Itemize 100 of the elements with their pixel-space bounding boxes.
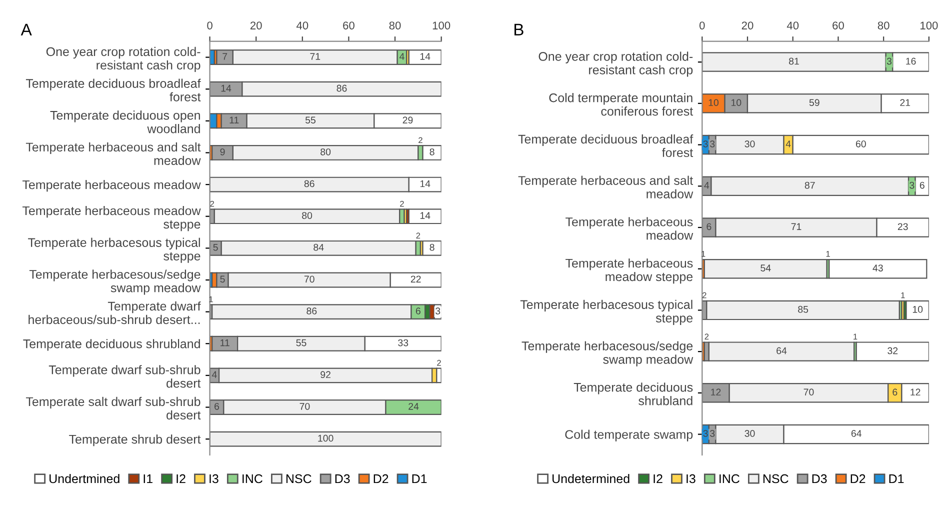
- data-label: 86: [306, 308, 317, 314]
- data-label: 10: [708, 99, 718, 106]
- data-label: 6: [706, 223, 712, 230]
- data-label: 33: [398, 339, 408, 346]
- data-label: 60: [856, 140, 866, 148]
- y-tick-label: Temperate deciduous broadleaf forest: [26, 78, 201, 102]
- data-label: 3: [436, 308, 440, 314]
- legend-label: I2: [654, 474, 662, 484]
- y-tick-label: Temperate deciduous open woodland: [50, 110, 200, 134]
- y-tick-label: Temperate salt dwarf sub-shrub desert: [26, 396, 201, 420]
- data-label: 43: [872, 264, 883, 272]
- legend-label: INC: [720, 474, 740, 484]
- data-label: 85: [798, 306, 808, 313]
- y-tick-label: Temperate herbacesous typical steppe: [28, 238, 200, 263]
- data-label: 11: [220, 339, 230, 346]
- data-label: 87: [804, 182, 815, 189]
- data-label: 70: [804, 388, 814, 396]
- y-tick-label: Cold termperate mountain coniferous forest: [549, 93, 694, 116]
- x-tick-label: 20: [742, 22, 754, 30]
- y-tick-label: Temperate deciduous broadleaf forest: [518, 134, 694, 158]
- data-label: 22: [410, 276, 421, 282]
- y-tick-label: Temperate dwarf sub-shrub desert: [48, 365, 201, 388]
- y-tick-label: Temperate dwarf herbaceous/sub-shrub desert...: [28, 301, 201, 324]
- data-label: 30: [744, 430, 755, 437]
- data-label: 6: [920, 182, 924, 189]
- data-label: 3: [710, 430, 715, 437]
- x-tick-label: 100: [920, 22, 938, 30]
- data-label: 5: [213, 244, 218, 251]
- x-tick-label: 80: [389, 22, 401, 30]
- data-label: 30: [744, 140, 755, 148]
- legend-label: D3: [812, 474, 827, 484]
- x-tick-label: 100: [432, 22, 450, 30]
- x-tick-label: 0: [699, 22, 705, 30]
- y-tick-label: Temperate herbacesous/sedge swamp meadow: [522, 341, 694, 366]
- data-label: 8: [430, 244, 434, 251]
- data-label: 21: [900, 99, 910, 106]
- data-label: 2: [437, 360, 441, 366]
- y-tick-label: Temperate herbacesous typical steppe: [520, 300, 693, 325]
- x-tick-label: 80: [878, 22, 890, 30]
- y-tick-label: Temperate herbacesous/sedge swamp meadow: [29, 270, 201, 295]
- data-label: 14: [420, 180, 430, 188]
- data-label: 2: [416, 232, 420, 238]
- x-tick-label: 40: [296, 22, 308, 30]
- data-label: 23: [898, 223, 908, 230]
- y-tick-label: Temperate deciduous shrubland: [23, 339, 200, 351]
- data-label: 70: [300, 402, 310, 410]
- x-tick-label: 0: [207, 22, 212, 30]
- data-label: 24: [408, 402, 419, 410]
- data-label: 80: [320, 148, 331, 156]
- data-label: 6: [416, 308, 420, 314]
- y-tick-label: Temperate herbaceous meadow: [566, 217, 694, 240]
- data-label: 3: [710, 140, 715, 148]
- data-label: 14: [221, 84, 232, 92]
- x-tick-label: 60: [832, 22, 844, 30]
- legend-label: NSC: [763, 474, 788, 484]
- y-tick-label: Temperate herbaceous meadow: [22, 180, 201, 192]
- data-label: 59: [809, 99, 820, 106]
- legend-label: I3: [686, 474, 696, 484]
- data-label: 8: [430, 148, 434, 156]
- data-label: 55: [305, 116, 316, 124]
- data-label: 3: [910, 182, 914, 189]
- data-label: 5: [220, 276, 225, 283]
- data-label: 7: [222, 53, 228, 60]
- data-label: 9: [220, 148, 225, 156]
- data-label: 80: [302, 212, 312, 219]
- data-label: 10: [912, 306, 923, 313]
- y-tick-label: Temperate herbaceous and salt meadow: [26, 142, 201, 166]
- data-label: 12: [910, 388, 920, 396]
- data-label: 29: [402, 116, 413, 124]
- data-label: 16: [906, 58, 916, 65]
- data-label: 71: [791, 223, 802, 230]
- data-label: 54: [760, 264, 771, 272]
- legend-label: D3: [335, 474, 350, 484]
- y-tick-label: Cold temperate swamp: [565, 430, 693, 442]
- text: B: [514, 24, 524, 36]
- y-tick-label: One year crop rotation cold- resistant cash crop: [46, 46, 200, 72]
- y-tick-label: Temperate herbaceous meadow steppe: [22, 206, 201, 232]
- data-label: 12: [711, 388, 721, 396]
- data-label: 1: [826, 251, 830, 257]
- data-label: 4: [212, 371, 217, 378]
- data-label: 70: [304, 276, 314, 283]
- x-tick-label: 40: [786, 22, 799, 30]
- x-tick-label: 60: [343, 22, 354, 30]
- legend-label: D1: [889, 474, 904, 484]
- legend-label: NSC: [286, 474, 312, 484]
- data-label: 71: [310, 53, 320, 60]
- data-label: 92: [320, 371, 330, 378]
- data-label: 4: [786, 140, 791, 148]
- data-label: 2: [704, 334, 709, 340]
- x-tick-label: 20: [250, 22, 262, 30]
- data-label: 2: [702, 292, 706, 298]
- legend-label: I3: [210, 474, 218, 484]
- data-label: 10: [731, 99, 742, 106]
- y-tick-label: One year crop rotation cold- resistant cash crop: [538, 52, 693, 77]
- data-label: 3: [886, 58, 892, 65]
- text: A: [20, 24, 32, 36]
- data-label: 1: [901, 292, 905, 298]
- data-label: 86: [336, 84, 347, 92]
- data-label: 2: [400, 200, 404, 207]
- legend-label: INC: [242, 474, 262, 484]
